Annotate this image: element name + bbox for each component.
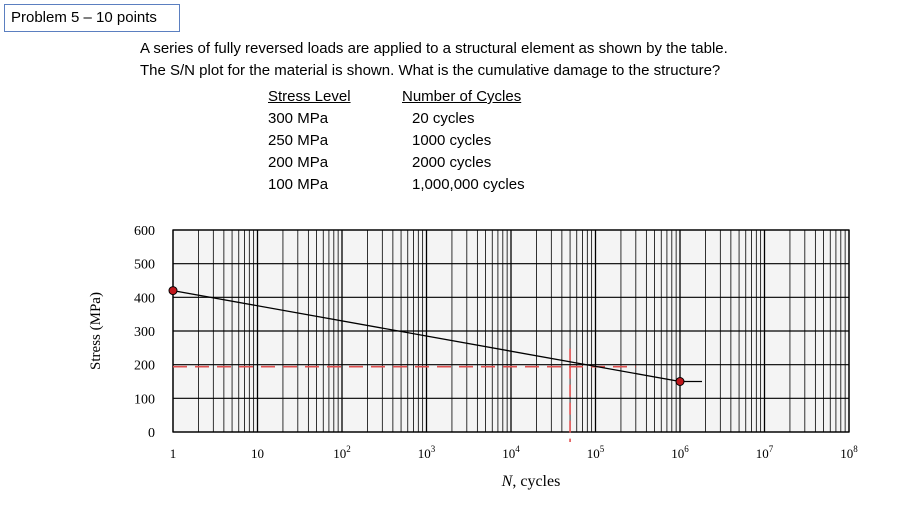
y-tick-label: 0 bbox=[148, 426, 155, 441]
cycles-cell: 2000 cycles bbox=[412, 154, 492, 171]
y-tick-label: 400 bbox=[134, 291, 155, 306]
sn-chart: 0 100 200 300 400 500 600 1 10 102 103 104 105 106 107… bbox=[80, 205, 914, 506]
stress-level-header: Stress Level bbox=[268, 88, 351, 105]
x-tick-label: 10 bbox=[251, 446, 264, 461]
stress-cell: 300 MPa bbox=[268, 110, 329, 127]
stress-level-column: Stress Level 300 MPa 250 MPa 200 MPa 100… bbox=[268, 86, 351, 196]
cycles-cell: 1000 cycles bbox=[412, 132, 492, 149]
y-tick-label: 300 bbox=[134, 325, 155, 340]
question-line-2: The S/N plot for the material is shown. … bbox=[140, 62, 721, 79]
question-text: A series of fully reversed loads are app… bbox=[140, 38, 728, 82]
question-line-1: A series of fully reversed loads are app… bbox=[140, 40, 728, 57]
x-tick-label: 103 bbox=[418, 444, 436, 461]
stress-cell: 100 MPa bbox=[268, 176, 329, 193]
x-tick-label: 104 bbox=[502, 444, 520, 461]
curve-endpoint-marker bbox=[675, 377, 685, 386]
cycles-cell: 1,000,000 cycles bbox=[412, 176, 525, 193]
plot-border bbox=[172, 229, 850, 433]
sn-curve-line bbox=[172, 289, 681, 383]
problem-label: Problem 5 – 10 points bbox=[4, 4, 180, 32]
y-tick-label: 100 bbox=[134, 392, 155, 407]
cycles-column: Number of Cycles 20 cycles 1000 cycles 2… bbox=[402, 86, 525, 196]
x-tick-label: 1 bbox=[170, 446, 177, 461]
stress-cell: 250 MPa bbox=[268, 132, 329, 149]
stress-cell: 200 MPa bbox=[268, 154, 329, 171]
y-tick-label: 200 bbox=[134, 359, 155, 374]
cycles-cell: 20 cycles bbox=[412, 110, 475, 127]
y-axis-label: Stress (MPa) bbox=[88, 292, 104, 370]
x-tick-label: 102 bbox=[333, 444, 351, 461]
y-tick-label: 500 bbox=[134, 258, 155, 273]
sn-chart-svg: 0 100 200 300 400 500 600 1 10 102 103 104 105 106 107… bbox=[88, 224, 858, 490]
x-tick-label: 105 bbox=[587, 444, 605, 461]
x-tick-label: 106 bbox=[671, 444, 689, 461]
x-axis-label: N, cycles bbox=[501, 473, 561, 490]
curve-endpoint-marker bbox=[168, 286, 178, 296]
y-tick-label: 600 bbox=[134, 224, 155, 239]
x-tick-label: 107 bbox=[756, 444, 774, 461]
cycles-header: Number of Cycles bbox=[402, 88, 522, 105]
x-tick-label: 108 bbox=[840, 444, 858, 461]
